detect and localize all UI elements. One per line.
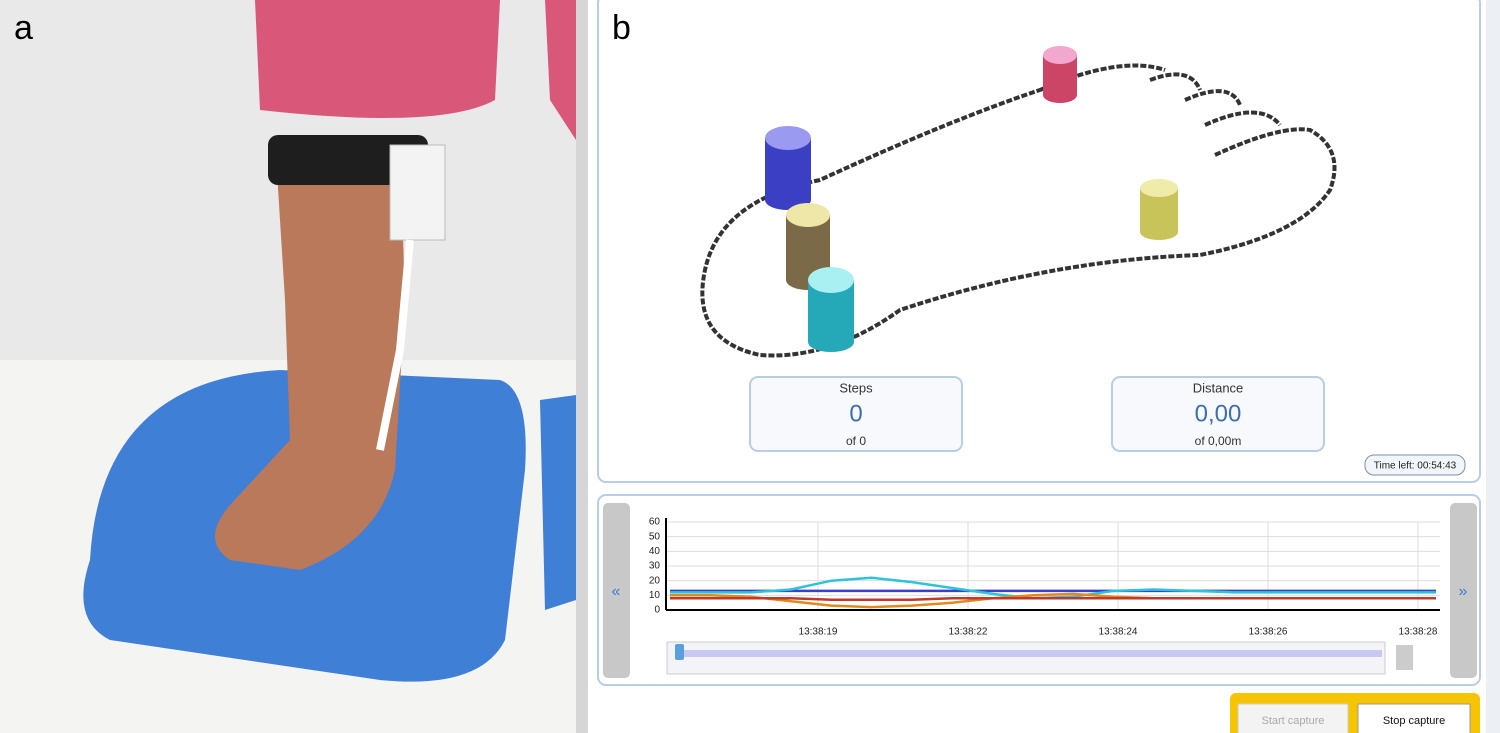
photo-leg [215,140,405,570]
series-line [670,597,1436,601]
stop-button[interactable] [1357,703,1471,733]
panel-label: a [14,9,33,47]
y-tick-label: 10 [649,590,661,601]
start-label: Start capture [1262,715,1325,727]
slider-thumb[interactable] [675,644,684,660]
separator [576,0,588,733]
x-tick-label: 13:38:28 [1399,627,1438,638]
photo-strap [268,135,428,185]
distance-box [1111,376,1325,452]
photo-sensor [389,144,446,241]
x-tick-label: 13:38:26 [1249,627,1288,638]
photo-pad-2 [540,395,576,610]
sensor [786,203,830,227]
slider-end [1396,645,1413,670]
sensor [808,332,854,352]
sensor [1140,224,1178,240]
steps-value: 0 [849,400,862,427]
foot-panel [597,0,1481,483]
foot-outline [700,63,1337,358]
distance-value: 0,00 [1195,400,1242,427]
arrow-icon: « [612,583,621,600]
steps-box [749,376,963,452]
distance-sub: of 0,00m [1195,434,1242,448]
slider-track [677,650,1382,657]
scroll-left-button[interactable] [603,503,630,678]
steps-title: Steps [839,380,873,395]
sensor [1043,46,1077,64]
scrollbar [1486,0,1500,733]
panel-label: b [612,9,631,47]
photo-pants-2 [545,0,576,140]
sensor [765,126,811,150]
stop-label: Stop capture [1383,715,1445,727]
y-tick-label: 0 [654,605,660,616]
photo-cable [376,239,414,451]
arrow-icon: » [1459,583,1468,600]
distance-title: Distance [1193,380,1244,395]
y-tick-label: 30 [649,561,661,572]
sensor-cylinders [765,46,1178,352]
sensor [1043,87,1077,103]
time-left-box [1364,454,1466,476]
x-tick-label: 13:38:24 [1099,627,1138,638]
x-tick-label: 13:38:19 [799,627,838,638]
time-left: Time left: 00:54:43 [1374,461,1457,472]
steps-sub: of 0 [846,434,866,448]
y-tick-label: 60 [649,517,661,528]
y-tick-label: 20 [649,575,661,586]
timeline-slider[interactable] [666,641,1386,675]
start-button[interactable] [1237,703,1349,733]
photo-pants [255,0,500,118]
y-tick-label: 40 [649,546,661,557]
sensor [1140,179,1178,197]
scroll-right-button[interactable] [1450,503,1477,678]
sensor [808,267,854,293]
y-tick-label: 50 [649,531,661,542]
x-tick-label: 13:38:22 [949,627,988,638]
